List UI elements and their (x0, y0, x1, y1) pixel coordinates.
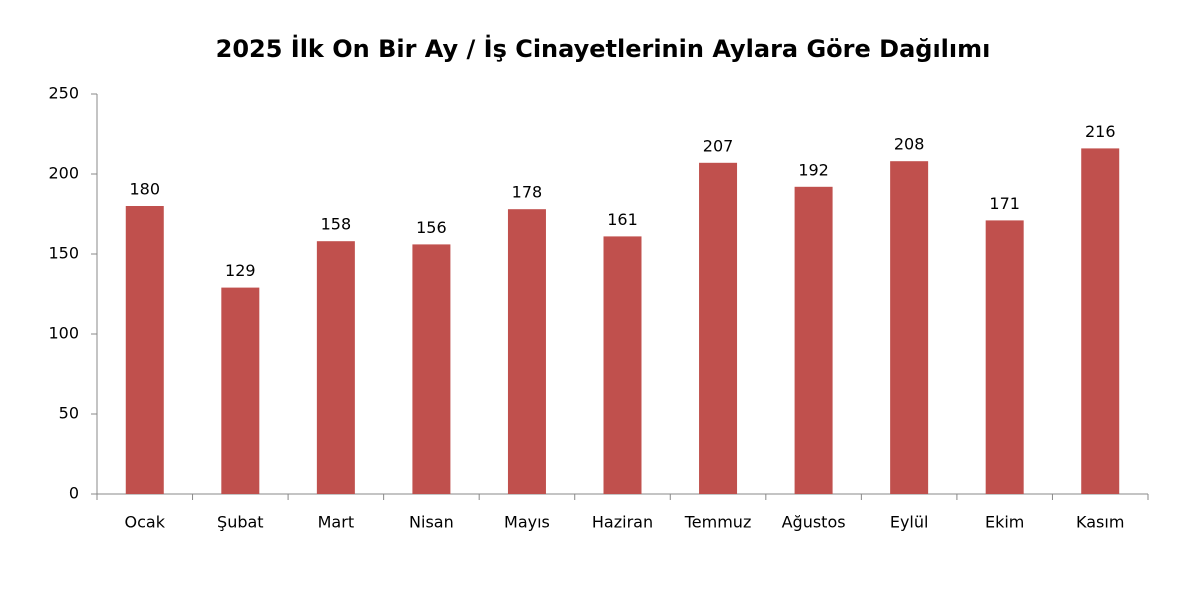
x-tick-label: Mart (318, 513, 354, 532)
data-label: 207 (703, 136, 734, 155)
x-tick-label: Eylül (890, 513, 929, 532)
y-tick-label: 150 (48, 244, 79, 263)
bar (794, 186, 833, 495)
bar (316, 241, 355, 494)
bar (221, 287, 260, 494)
data-label: 208 (894, 135, 925, 154)
bar (603, 236, 642, 494)
x-tick-label: Mayıs (504, 513, 550, 532)
x-tick-label: Ağustos (782, 513, 846, 532)
x-tick-label: Ekim (985, 513, 1024, 532)
data-label: 216 (1085, 122, 1116, 141)
data-label: 161 (607, 210, 638, 229)
data-label: 180 (129, 180, 160, 199)
data-label: 129 (225, 261, 256, 280)
x-tick-label: Temmuz (684, 513, 752, 532)
y-tick-label: 200 (48, 164, 79, 183)
chart-title: 2025 İlk On Bir Ay / İş Cinayetlerinin A… (216, 34, 991, 63)
y-tick-label: 0 (69, 484, 79, 503)
x-tick-label: Şubat (217, 513, 264, 532)
x-tick-label: Kasım (1076, 513, 1124, 532)
data-label: 178 (512, 183, 543, 202)
bar (890, 161, 929, 494)
data-label: 156 (416, 218, 447, 237)
y-tick-label: 250 (48, 84, 79, 103)
bar (1081, 148, 1120, 494)
bar (507, 209, 546, 494)
bar (125, 206, 164, 494)
data-label: 158 (321, 215, 352, 234)
data-label: 171 (989, 194, 1020, 213)
y-tick-label: 100 (48, 324, 79, 343)
x-tick-label: Nisan (409, 513, 454, 532)
bar (985, 220, 1024, 494)
x-tick-label: Haziran (592, 513, 653, 532)
y-tick-label: 50 (59, 404, 79, 423)
x-tick-label: Ocak (125, 513, 166, 532)
bar (699, 162, 738, 495)
data-label: 192 (798, 160, 829, 179)
bar (412, 244, 451, 494)
